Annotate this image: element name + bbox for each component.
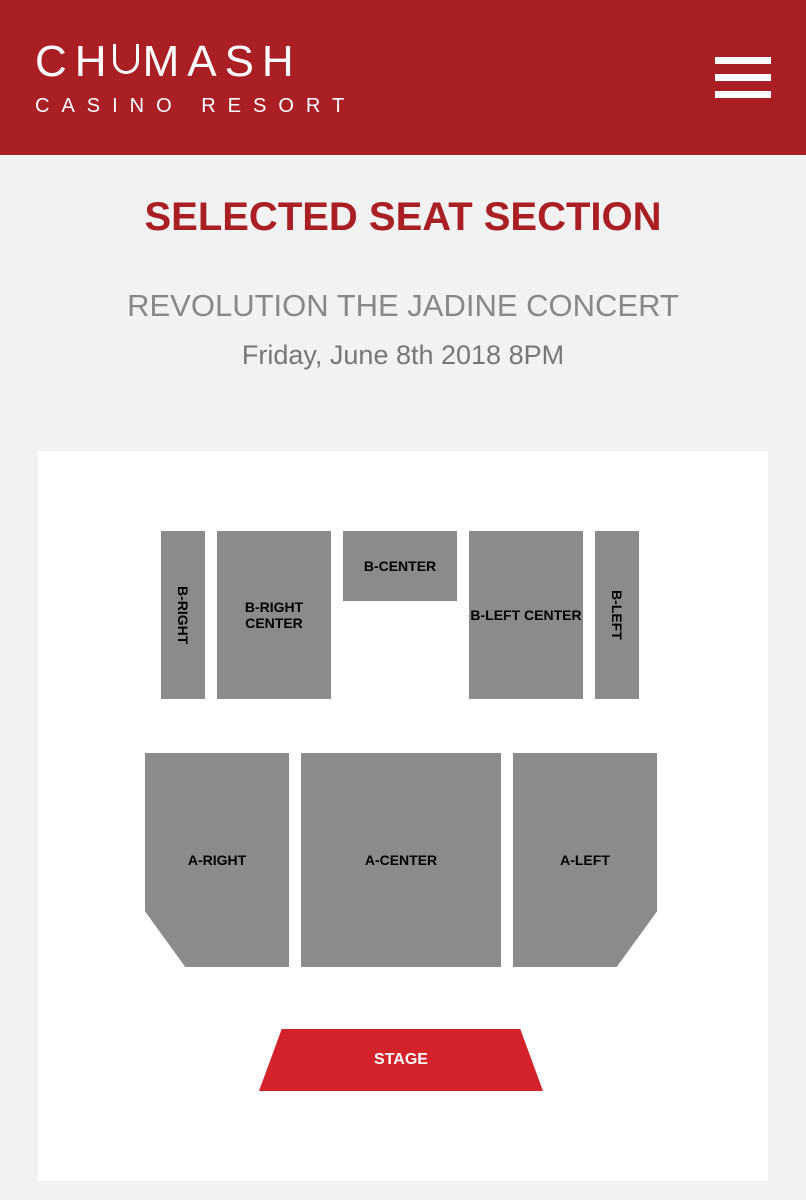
section-b-right-center[interactable]: B-RIGHT CENTER: [217, 531, 331, 699]
section-label: B-RIGHT: [175, 586, 191, 644]
seating-chart: B-RIGHT B-RIGHT CENTER B-CENTER B-LEFT CENT…: [83, 531, 723, 1171]
section-label: A-RIGHT: [188, 852, 246, 868]
section-b-left[interactable]: B-LEFT: [595, 531, 639, 699]
brand-logo-top: CHMASH: [35, 37, 356, 87]
section-label: A-LEFT: [560, 852, 610, 868]
site-header: CHMASH CASINO RESORT: [0, 0, 806, 155]
seating-chart-container: B-RIGHT B-RIGHT CENTER B-CENTER B-LEFT CENT…: [38, 451, 768, 1181]
section-b-right[interactable]: B-RIGHT: [161, 531, 205, 699]
section-a-left[interactable]: A-LEFT: [513, 753, 657, 967]
event-name: REVOLUTION THE JADINE CONCERT: [38, 288, 768, 324]
hamburger-menu-icon[interactable]: [715, 57, 771, 98]
section-a-right[interactable]: A-RIGHT: [145, 753, 289, 967]
stage: STAGE: [259, 1029, 543, 1091]
page-title: SELECTED SEAT SECTION: [38, 195, 768, 240]
section-b-left-center[interactable]: B-LEFT CENTER: [469, 531, 583, 699]
brand-logo-bottom: CASINO RESORT: [35, 95, 356, 118]
section-b-center[interactable]: B-CENTER: [343, 531, 457, 601]
page-content: SELECTED SEAT SECTION REVOLUTION THE JAD…: [0, 155, 806, 1200]
section-label: B-CENTER: [364, 558, 436, 574]
section-label: A-CENTER: [365, 852, 437, 868]
section-label: B-RIGHT CENTER: [217, 599, 331, 631]
section-label: B-LEFT CENTER: [470, 607, 581, 623]
event-date: Friday, June 8th 2018 8PM: [38, 340, 768, 371]
brand-logo: CHMASH CASINO RESORT: [35, 37, 356, 118]
stage-label: STAGE: [374, 1051, 428, 1069]
section-label: B-LEFT: [609, 590, 625, 640]
section-a-center[interactable]: A-CENTER: [301, 753, 501, 967]
